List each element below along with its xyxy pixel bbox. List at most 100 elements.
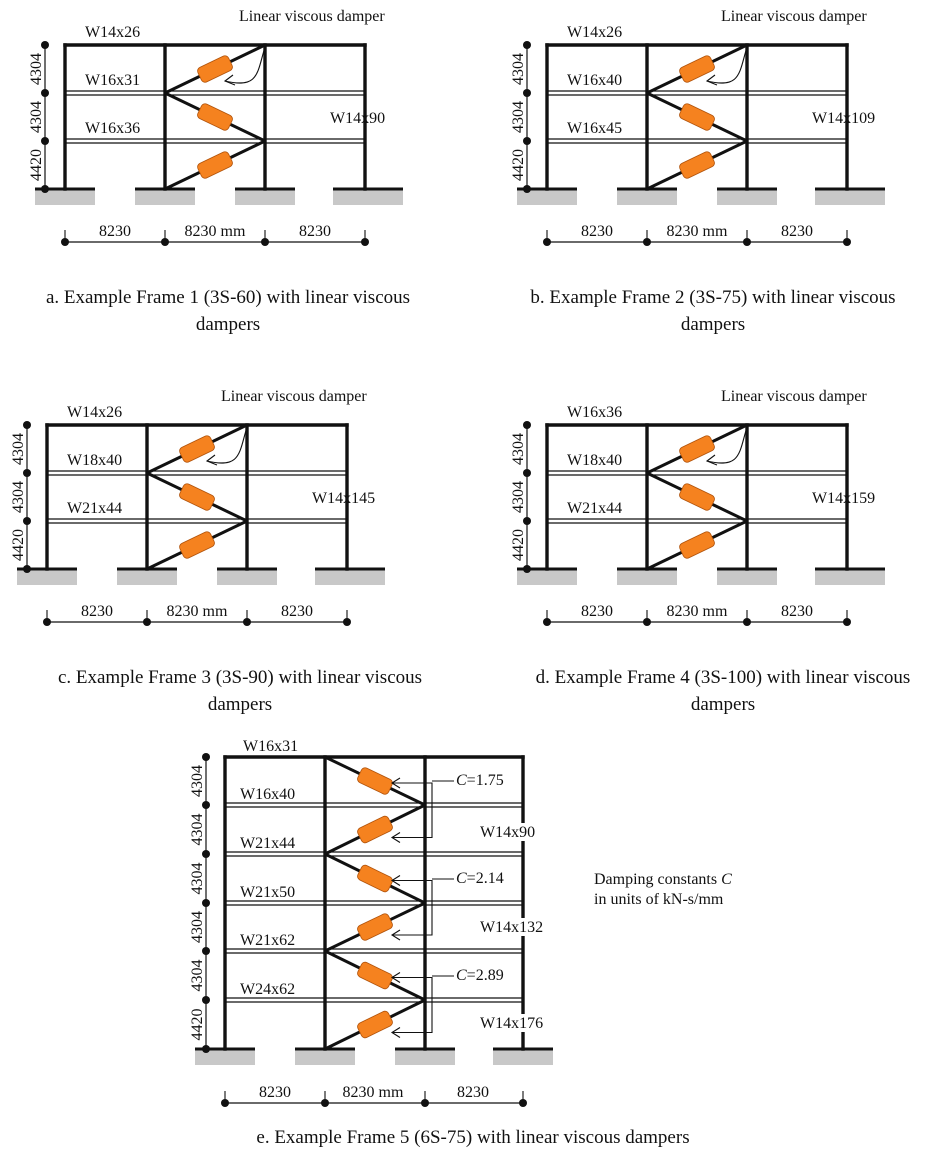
column-label: W14x159	[812, 490, 875, 507]
leader-line	[706, 426, 748, 464]
beam-label-roof: W14x26	[85, 24, 140, 41]
leader-arrowhead	[205, 454, 218, 466]
damping-value: =1.75	[467, 772, 504, 789]
dim-node	[161, 238, 169, 246]
column-label-1: W14x90	[480, 824, 535, 841]
beam-label-floor-2: W16x31	[85, 72, 140, 89]
story-height-label: 4304	[189, 960, 206, 992]
story-height-label: 4304	[10, 481, 27, 513]
dim-node	[523, 565, 531, 573]
ground-pad	[617, 569, 677, 585]
label-backing	[237, 931, 311, 948]
ground-pad	[517, 569, 577, 585]
frame-a: Linear viscous damper W14x26 W16x31 W16x36 W…	[28, 8, 403, 246]
story-height-label: 4304	[10, 433, 27, 465]
dim-node	[743, 618, 751, 626]
damper-2	[197, 103, 233, 131]
beam-label-roof: W16x36	[567, 404, 622, 421]
frame-d: Linear viscous damper W16x36 W18x40 W21x44 W…	[510, 388, 885, 626]
dim-node	[519, 1099, 527, 1107]
caption-line-1: d. Example Frame 4 (3S-100) with linear …	[536, 667, 911, 688]
dim-node	[202, 1045, 210, 1053]
bay-width-label: 8230	[581, 603, 613, 620]
damper-2	[179, 483, 215, 511]
column-label-3: W14x176	[480, 1015, 543, 1032]
note-symbol: C	[721, 871, 732, 888]
damper-1	[679, 55, 715, 83]
beam-label-roof: W14x26	[567, 24, 622, 41]
ground-pad	[617, 189, 677, 205]
damper-1	[179, 435, 215, 463]
leader-arrowhead	[390, 1027, 401, 1038]
leader-line	[706, 46, 748, 84]
story-height-label: 4304	[510, 101, 527, 133]
caption-line-2: dampers	[691, 694, 755, 715]
beam-label-4: W21x50	[240, 884, 295, 901]
dim-node	[843, 618, 851, 626]
caption-line-2: dampers	[208, 694, 272, 715]
story-height-label: 4420	[10, 529, 27, 561]
damping-leader	[392, 782, 433, 839]
ground-pad	[717, 569, 777, 585]
column-label-2: W14x132	[480, 919, 543, 936]
label-backing	[237, 785, 311, 802]
dim-node	[321, 1099, 329, 1107]
dim-node	[643, 238, 651, 246]
ground-pad	[493, 1049, 553, 1065]
bay-width-label: 8230	[781, 603, 813, 620]
damper-3	[679, 531, 715, 559]
note-text: Damping constants	[594, 871, 721, 888]
beam-label-floor-2: W18x40	[567, 452, 622, 469]
story-height-label: 4304	[189, 765, 206, 797]
leader-line	[224, 46, 266, 84]
dim-node	[221, 1099, 229, 1107]
frame-c: Linear viscous damper W14x26 W18x40 W21x44 W…	[10, 388, 385, 626]
damper-label: Linear viscous damper	[221, 388, 367, 405]
label-backing	[477, 823, 553, 841]
label-backing	[237, 883, 311, 900]
beam-label-floor-1: W16x36	[85, 120, 140, 137]
caption-line-1: b. Example Frame 2 (3S-75) with linear v…	[530, 287, 895, 308]
damper-2	[679, 483, 715, 511]
dim-node	[202, 850, 210, 858]
story-height-label: 4304	[189, 863, 206, 895]
beam-label-3: W21x44	[240, 835, 295, 852]
ground-pad	[235, 189, 295, 205]
ground-pad	[395, 1049, 455, 1065]
damping-symbol: C	[456, 772, 467, 789]
dim-node	[523, 517, 531, 525]
damper-6	[357, 1010, 393, 1039]
leader-arrowhead	[390, 875, 401, 886]
damper-label: Linear viscous damper	[721, 8, 867, 25]
story-height-label: 4304	[510, 53, 527, 85]
leader-arrowhead	[705, 454, 718, 466]
frame-e: C=1.75C=2.14C=2.89W16x31W16x40W21x44W21x…	[189, 738, 732, 1107]
frame-b: Linear viscous damper W14x26 W16x40 W16x45 W…	[510, 8, 885, 246]
dim-node	[23, 421, 31, 429]
bay-width-label: 8230	[781, 223, 813, 240]
beam-label-floor-1: W21x44	[567, 500, 622, 517]
ground-pad	[815, 189, 885, 205]
damper-3	[197, 151, 233, 179]
leader-line	[206, 426, 248, 464]
damping-leader	[392, 976, 433, 1034]
damper-1	[679, 435, 715, 463]
story-height-label: 4304	[28, 101, 45, 133]
ground-pad	[135, 189, 195, 205]
caption-line-1: a. Example Frame 1 (3S-60) with linear v…	[46, 287, 410, 308]
column-label: W14x145	[312, 490, 375, 507]
damper-3	[357, 864, 393, 893]
beam-label-roof: W14x26	[67, 404, 122, 421]
ground-pad	[195, 1049, 255, 1065]
ground-pad	[815, 569, 885, 585]
label-backing	[237, 980, 311, 997]
story-height-label: 4420	[510, 529, 527, 561]
story-height-label: 4304	[189, 911, 206, 943]
dim-node	[643, 618, 651, 626]
damper-2	[679, 103, 715, 131]
dim-node	[23, 469, 31, 477]
bay-width-label: 8230	[281, 603, 313, 620]
label-backing	[477, 918, 553, 936]
beam-label-1: W16x31	[243, 738, 298, 755]
dim-node	[523, 41, 531, 49]
